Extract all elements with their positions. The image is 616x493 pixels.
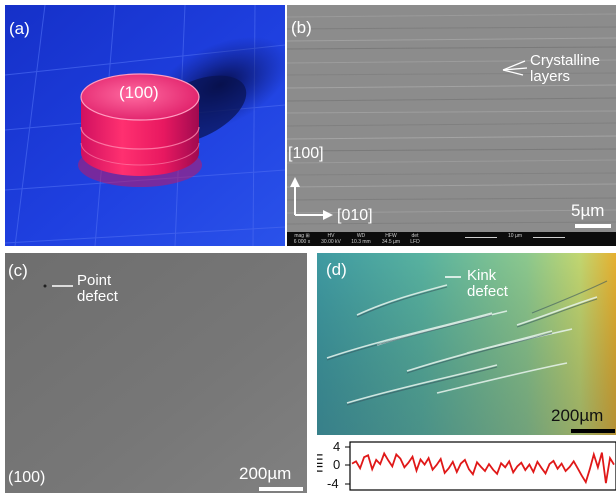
meta-header-hv: HV bbox=[327, 233, 335, 239]
panel-c: (c) Point defect (100) 200µm bbox=[5, 253, 307, 493]
crystalline-layers-annotation: Crystalline layers bbox=[530, 52, 601, 85]
panel-c-label: (c) bbox=[8, 261, 28, 280]
meta-value-hfw: 34.5 µm bbox=[381, 239, 401, 245]
meta-header-det: det bbox=[411, 233, 419, 239]
profile-ytick-top: 4 bbox=[333, 439, 341, 454]
kink-defect-annotation: Kink defect bbox=[467, 267, 508, 300]
scale-label-200um-d: 200µm bbox=[551, 406, 604, 425]
axis-label-010: [010] bbox=[337, 207, 373, 224]
height-profile-plot: nm 4 0 -4 bbox=[317, 438, 616, 493]
profile-ytick-mid: 0 bbox=[333, 457, 341, 472]
crystal-face-label: (100) bbox=[119, 83, 159, 102]
optical-micrograph bbox=[5, 253, 307, 493]
meta-value-hv: 30.00 kV bbox=[321, 239, 341, 245]
scale-bar-200um-d bbox=[571, 429, 615, 433]
panel-b: (b) Crystalline layers [100] [010] 5µm m… bbox=[287, 5, 616, 246]
meta-scale-label: 10 µm bbox=[497, 233, 533, 239]
surface-plane-label: (100) bbox=[8, 469, 46, 486]
point-defect-annotation: Point defect bbox=[77, 272, 118, 305]
sem-metadata-strip: mag ⊞ HV WD HFW det 6 000 x 30.00 kV 10.… bbox=[287, 232, 616, 246]
meta-header-hfw: HFW bbox=[385, 233, 397, 239]
sem-image bbox=[287, 5, 616, 246]
scale-bar-5um bbox=[575, 224, 611, 228]
crystal-photo bbox=[5, 5, 285, 246]
meta-header-wd: WD bbox=[356, 233, 366, 239]
meta-value-wd: 10.3 mm bbox=[351, 239, 371, 245]
height-map bbox=[317, 253, 616, 435]
scale-bar-200um-c bbox=[259, 487, 303, 491]
panel-a: (a) (100) bbox=[5, 5, 285, 246]
axis-label-100: [100] bbox=[288, 145, 324, 162]
panel-b-label: (b) bbox=[291, 18, 312, 37]
panel-a-label: (a) bbox=[9, 19, 30, 38]
panel-d-label: (d) bbox=[326, 260, 347, 279]
profile-plot-area bbox=[345, 441, 616, 491]
scale-label-5um: 5µm bbox=[571, 201, 605, 220]
meta-value-mag: 6 000 x bbox=[293, 239, 311, 245]
profile-series-line bbox=[351, 451, 615, 485]
panel-d: (d) Kink defect 200µm bbox=[317, 253, 616, 435]
meta-header-mag: mag ⊞ bbox=[294, 233, 310, 239]
profile-ytick-bottom: -4 bbox=[327, 476, 339, 491]
scale-label-200um-c: 200µm bbox=[239, 464, 292, 483]
meta-value-det: LFD bbox=[410, 239, 420, 245]
